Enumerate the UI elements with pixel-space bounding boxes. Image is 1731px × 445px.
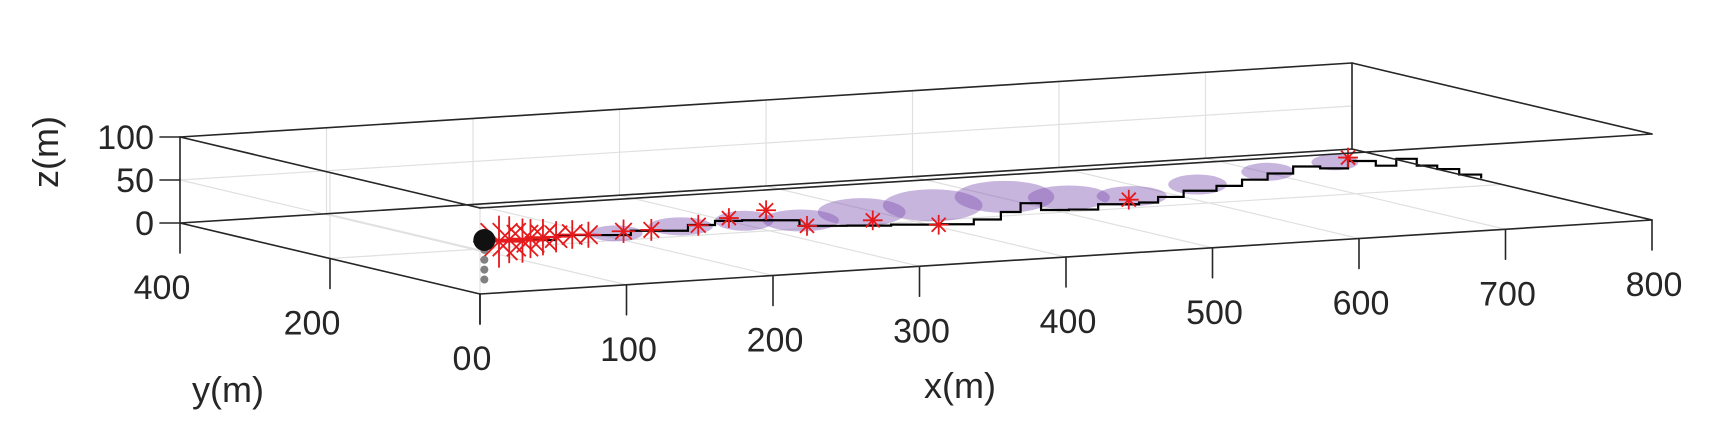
detection-marker-stroke bbox=[1121, 192, 1137, 208]
axis-labels: x(m) y(m) z(m) bbox=[25, 116, 996, 410]
detection-marker-stroke bbox=[516, 224, 545, 254]
source-marker bbox=[473, 229, 496, 284]
detection-marker bbox=[557, 220, 587, 249]
grid-lines bbox=[179, 62, 1653, 295]
detection-marker bbox=[797, 215, 817, 236]
axes-edge bbox=[1351, 62, 1653, 135]
x-tick-label: 100 bbox=[600, 331, 657, 369]
detection-marker bbox=[862, 210, 883, 231]
grid-line-z-back bbox=[179, 105, 1353, 181]
detection-marker-stroke bbox=[544, 225, 568, 249]
plume-blob bbox=[954, 180, 1055, 213]
axis-ticks: 0 100 200 300 400 500 600 700 800 0 200 400 0 50 100 bbox=[97, 119, 1682, 378]
detection-marker-stroke bbox=[690, 217, 707, 234]
plume-blob bbox=[817, 198, 906, 227]
z-tick-label: 50 bbox=[116, 162, 154, 200]
source-stem-dot bbox=[480, 265, 489, 274]
x-tick-label: 700 bbox=[1479, 275, 1536, 313]
detection-marker-stroke bbox=[506, 224, 539, 257]
detection-marker bbox=[575, 221, 602, 248]
detection-marker-stroke bbox=[758, 202, 774, 218]
detection-marker bbox=[928, 214, 949, 235]
axes-edge bbox=[179, 148, 1353, 224]
detection-marker bbox=[540, 221, 572, 253]
x-tick-label: 600 bbox=[1333, 285, 1390, 323]
detection-marker-stroke bbox=[721, 210, 737, 226]
axes-edge bbox=[479, 133, 1653, 209]
detection-marker-stroke bbox=[642, 221, 660, 239]
detection-marker bbox=[640, 218, 663, 241]
detection-marker-stroke bbox=[865, 212, 881, 228]
detection-marker-stroke bbox=[614, 222, 633, 241]
plume-blob bbox=[1241, 162, 1294, 181]
detection-marker-stroke bbox=[561, 223, 583, 246]
source-stem-dot bbox=[480, 255, 489, 264]
trajectory-path bbox=[484, 157, 1483, 242]
x-tick-label: 400 bbox=[1040, 303, 1097, 341]
detection-marker bbox=[687, 214, 709, 236]
x-axis-label: x(m) bbox=[924, 365, 996, 406]
grid-line-z-side bbox=[179, 179, 481, 252]
y-axis-label: y(m) bbox=[192, 369, 264, 410]
z-axis-label: z(m) bbox=[25, 116, 66, 188]
z-tick-label: 0 bbox=[135, 205, 154, 243]
plume-blob bbox=[1168, 174, 1227, 195]
axes-box-front bbox=[179, 62, 1653, 295]
detection-marker-stroke bbox=[799, 218, 815, 234]
source-stem-dot bbox=[480, 275, 489, 284]
detection-marker bbox=[719, 208, 739, 228]
grid-line-y-floor bbox=[329, 183, 1503, 260]
plume-blob bbox=[882, 189, 983, 222]
x-tick-label: 200 bbox=[747, 322, 804, 360]
y-tick-label: 200 bbox=[284, 305, 341, 343]
axes-edge bbox=[179, 62, 1353, 138]
x-tick-label: 800 bbox=[1626, 266, 1683, 304]
detection-marker-stroke bbox=[931, 217, 947, 233]
detection-marker bbox=[756, 200, 776, 221]
plume-blob bbox=[1027, 185, 1110, 210]
trajectory-line bbox=[484, 157, 1483, 242]
x-tick-label: 300 bbox=[893, 312, 950, 350]
source-point bbox=[473, 229, 496, 252]
detection-marker bbox=[611, 219, 636, 243]
z-tick-label: 100 bbox=[97, 119, 154, 157]
detection-marker-stroke bbox=[578, 224, 599, 245]
detection-marker bbox=[1338, 147, 1358, 168]
y-tick-label: 400 bbox=[134, 269, 191, 307]
y-tick-label: 0 bbox=[453, 340, 472, 378]
x-tick-label: 500 bbox=[1186, 294, 1243, 332]
x-tick-label: 0 bbox=[473, 340, 492, 378]
axes-edge bbox=[179, 136, 481, 209]
detection-marker bbox=[500, 218, 545, 263]
plume-cloud bbox=[589, 154, 1359, 242]
detection-marker bbox=[1118, 189, 1139, 210]
axes-edge bbox=[1351, 148, 1653, 221]
